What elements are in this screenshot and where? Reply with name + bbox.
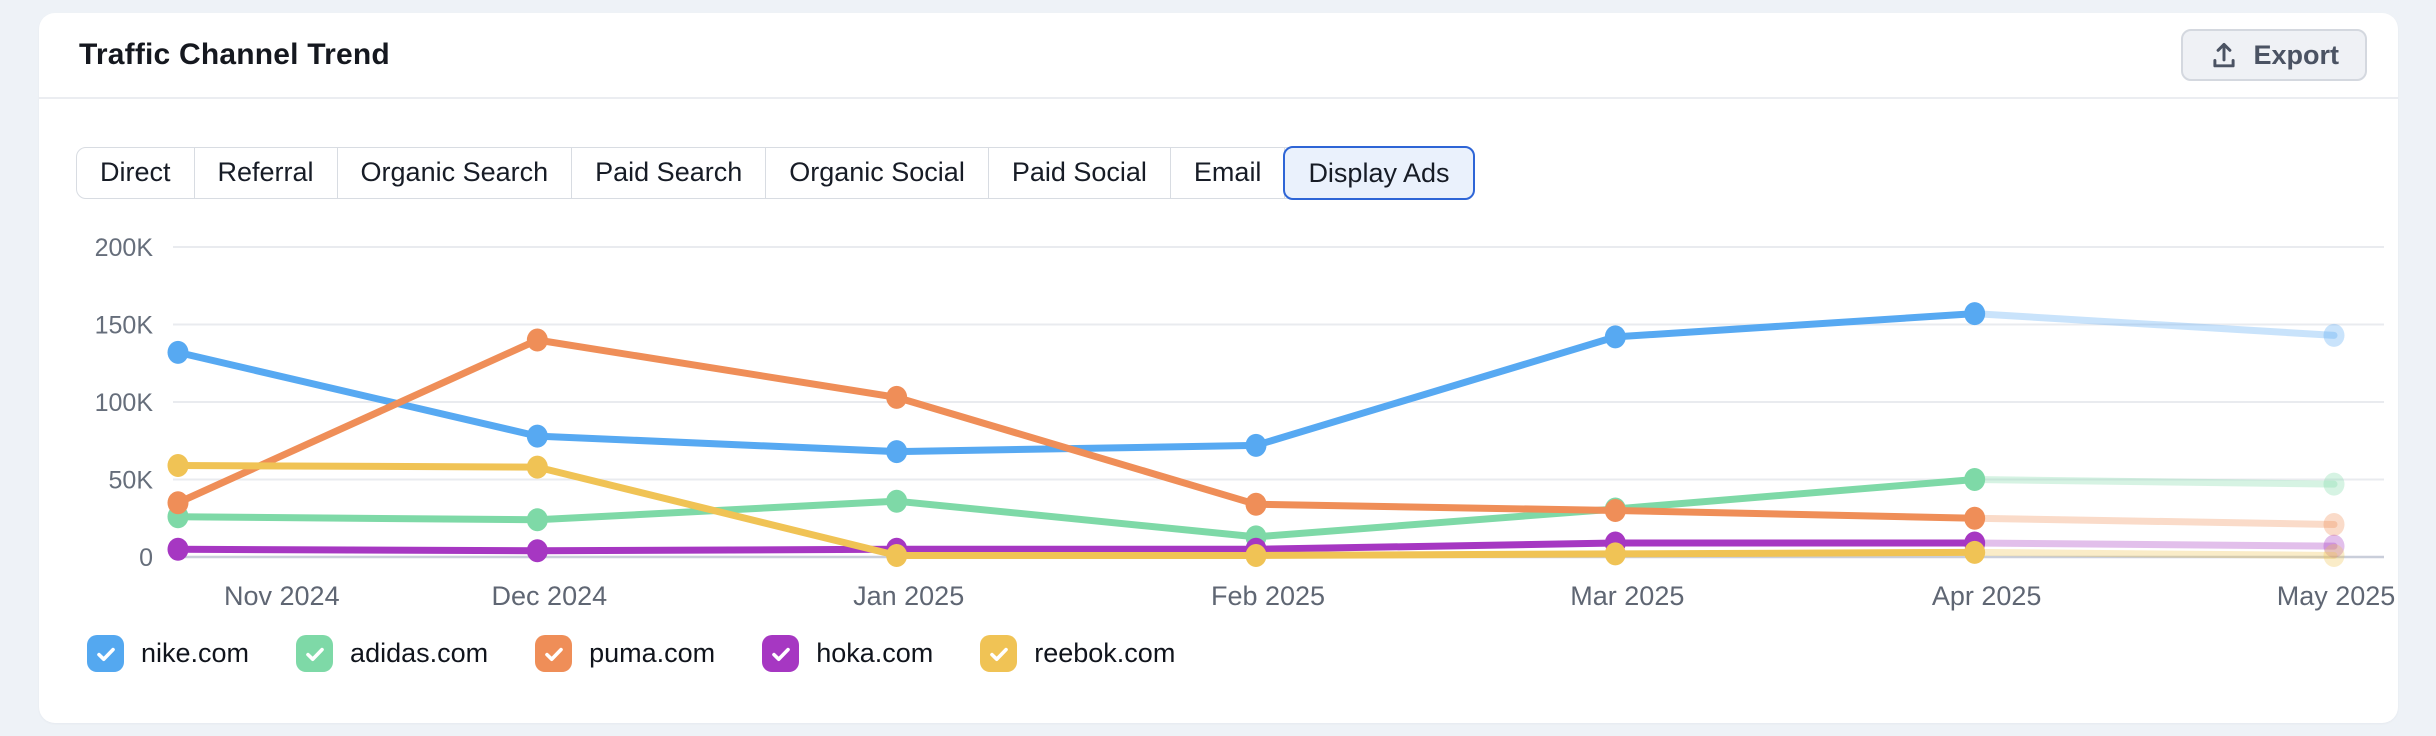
svg-text:Apr 2025: Apr 2025 <box>1932 581 2042 611</box>
checkbox-checked-icon[interactable] <box>535 635 573 672</box>
svg-text:50K: 50K <box>109 467 154 495</box>
data-point[interactable] <box>167 454 189 478</box>
data-point[interactable] <box>886 385 908 409</box>
tab-organic-social[interactable]: Organic Social <box>766 148 989 198</box>
tab-email[interactable]: Email <box>1171 148 1286 198</box>
svg-text:May 2025: May 2025 <box>2277 581 2396 611</box>
tab-paid-search[interactable]: Paid Search <box>572 148 767 198</box>
upload-icon <box>2209 39 2239 71</box>
data-point[interactable] <box>1964 540 1986 564</box>
legend-label: adidas.com <box>350 638 489 668</box>
checkbox-checked-icon[interactable] <box>762 635 800 672</box>
data-point[interactable] <box>1964 468 1986 491</box>
projected-segment <box>1971 476 2338 488</box>
projected-segment <box>1971 539 2338 550</box>
data-point[interactable] <box>167 340 189 364</box>
data-point[interactable] <box>1604 542 1626 566</box>
legend-item-puma-com[interactable]: puma.com <box>535 635 715 672</box>
legend-item-reebok-com[interactable]: reebok.com <box>980 635 1175 672</box>
svg-text:0: 0 <box>139 544 153 572</box>
traffic-trend-card: Traffic Channel Trend Export Direct Refer… <box>39 13 2398 723</box>
trend-chart-svg: 0 50K 100K 150K 200K Nov 2024 Dec 2024 Jan 2025… <box>95 234 2396 611</box>
data-point[interactable] <box>2323 323 2345 347</box>
series-adidas-com[interactable] <box>167 468 2345 549</box>
data-point[interactable] <box>526 328 548 352</box>
legend-label: puma.com <box>589 638 716 668</box>
card-header: Traffic Channel Trend Export <box>39 13 2398 99</box>
y-axis-labels: 0 50K 100K 150K 200K <box>95 234 154 572</box>
data-point[interactable] <box>1604 325 1626 349</box>
data-point[interactable] <box>886 440 908 464</box>
series-line <box>174 336 1979 522</box>
checkbox-checked-icon[interactable] <box>296 635 334 672</box>
legend-item-hoka-com[interactable]: hoka.com <box>762 635 933 672</box>
checkbox-checked-icon[interactable] <box>980 635 1018 672</box>
data-point[interactable] <box>1604 499 1626 522</box>
projected-segment <box>1971 514 2338 528</box>
chart-legend: nike.com adidas.com puma.com hoka.com reebok… <box>87 635 1175 672</box>
tab-direct[interactable]: Direct <box>77 148 195 198</box>
tab-referral[interactable]: Referral <box>195 148 338 198</box>
legend-item-nike-com[interactable]: nike.com <box>87 635 249 672</box>
gridlines <box>173 246 2384 559</box>
svg-text:200K: 200K <box>95 234 154 262</box>
series-line <box>174 462 1979 559</box>
svg-text:Dec 2024: Dec 2024 <box>492 581 608 611</box>
tab-display-ads[interactable]: Display Ads <box>1283 146 1475 200</box>
series-reebok-com[interactable] <box>167 454 2345 567</box>
data-point[interactable] <box>2323 472 2345 496</box>
data-point[interactable] <box>526 455 548 479</box>
data-point[interactable] <box>1964 302 1986 326</box>
series-line <box>174 539 1979 555</box>
x-axis-labels: Nov 2024 Dec 2024 Jan 2025 Feb 2025 Mar 2025… <box>224 581 2395 611</box>
export-button-label: Export <box>2253 39 2339 70</box>
legend-label: hoka.com <box>816 638 934 668</box>
svg-text:Mar 2025: Mar 2025 <box>1570 581 1684 611</box>
data-point[interactable] <box>1964 506 1986 530</box>
data-point[interactable] <box>2323 543 2345 567</box>
data-point[interactable] <box>526 424 548 448</box>
svg-text:Jan 2025: Jan 2025 <box>853 581 964 611</box>
projected-segment <box>1971 310 2338 339</box>
legend-label: nike.com <box>141 638 250 668</box>
tab-paid-social[interactable]: Paid Social <box>989 148 1171 198</box>
checkbox-checked-icon[interactable] <box>87 635 124 672</box>
data-point[interactable] <box>167 491 189 515</box>
page-title: Traffic Channel Trend <box>79 38 390 71</box>
channel-tabs: Direct Referral Organic Search Paid Search O… <box>76 146 1475 200</box>
svg-text:Nov 2024: Nov 2024 <box>224 581 340 611</box>
series-puma-com[interactable] <box>167 328 2345 536</box>
data-point[interactable] <box>886 543 908 567</box>
projected-segment <box>1971 548 2338 559</box>
legend-item-adidas-com[interactable]: adidas.com <box>296 635 488 672</box>
data-point[interactable] <box>167 537 189 561</box>
series-nike-com[interactable] <box>167 302 2345 464</box>
export-button[interactable]: Export <box>2181 29 2367 81</box>
svg-text:100K: 100K <box>95 389 154 417</box>
series-line <box>174 476 1979 541</box>
legend-label: reebok.com <box>1034 638 1176 668</box>
data-point[interactable] <box>1245 433 1267 457</box>
data-point[interactable] <box>526 539 548 563</box>
data-point[interactable] <box>2323 512 2345 536</box>
data-point[interactable] <box>886 489 908 513</box>
trend-chart[interactable]: 0 50K 100K 150K 200K Nov 2024 Dec 2024 Jan 2025… <box>39 213 2398 633</box>
data-point[interactable] <box>1245 492 1267 516</box>
data-point[interactable] <box>526 508 548 532</box>
svg-text:Feb 2025: Feb 2025 <box>1211 581 1325 611</box>
tab-organic-search[interactable]: Organic Search <box>338 148 573 198</box>
data-point[interactable] <box>2323 534 2345 558</box>
svg-text:150K: 150K <box>95 312 154 340</box>
data-point[interactable] <box>1245 543 1267 567</box>
